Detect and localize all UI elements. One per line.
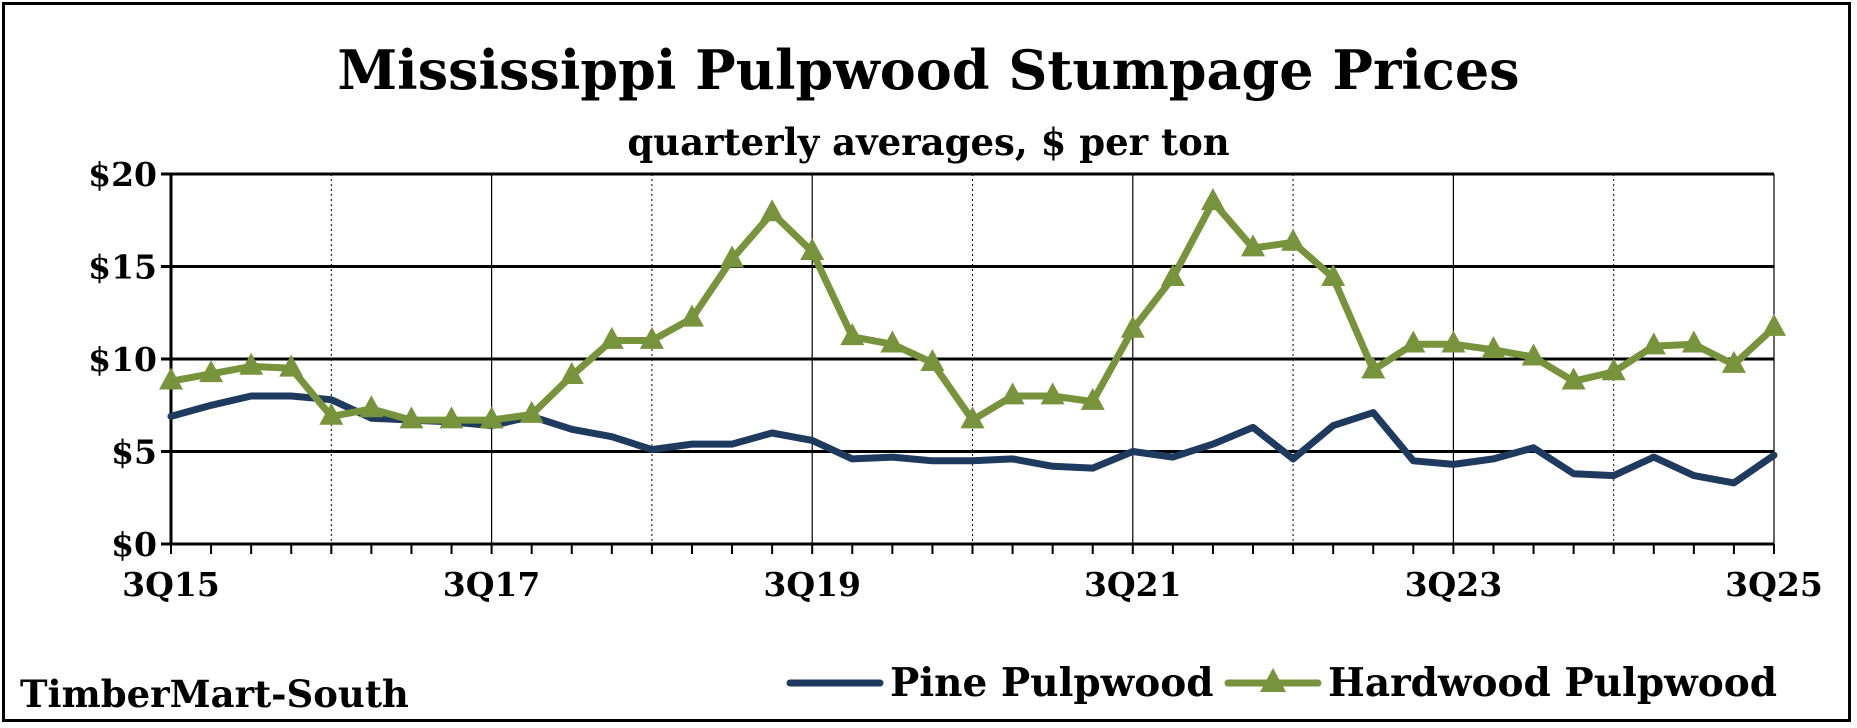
hardwood-pulpwood-point <box>880 330 905 353</box>
hardwood-pulpwood-point <box>1681 330 1706 353</box>
x-tick-label: 3Q19 <box>763 565 861 604</box>
hardwood-pulpwood-point <box>359 395 384 418</box>
hardwood-pulpwood-point <box>1080 387 1105 410</box>
hardwood-pulpwood-point <box>639 326 664 349</box>
hardwood-pulpwood-point <box>319 402 344 425</box>
x-tick-label: 3Q17 <box>443 565 541 604</box>
hardwood-pulpwood-point <box>439 406 464 429</box>
hardwood-pulpwood-point <box>720 245 745 268</box>
x-tick-label: 3Q25 <box>1725 565 1823 604</box>
hardwood-pulpwood-point <box>1281 228 1306 251</box>
hardwood-pulpwood-point <box>519 400 544 423</box>
hardwood-pulpwood-point <box>920 349 945 372</box>
hardwood-pulpwood-point <box>1000 382 1025 405</box>
hardwood-pulpwood-point <box>1040 382 1065 405</box>
hardwood-pulpwood-point <box>599 326 624 349</box>
hardwood-pulpwood-point <box>1721 350 1746 373</box>
hardwood-pulpwood-point <box>800 238 825 261</box>
hardwood-pulpwood-point <box>199 360 224 383</box>
hardwood-pulpwood-point <box>159 367 183 390</box>
hardwood-pulpwood-point <box>1241 234 1266 257</box>
hardwood-pulpwood-point <box>559 362 584 385</box>
hardwood-pulpwood-point <box>679 304 704 327</box>
y-tick-label: $15 <box>88 248 157 287</box>
x-tick-label: 3Q21 <box>1084 565 1182 604</box>
y-tick-label: $20 <box>88 155 157 194</box>
chart-subtitle: quarterly averages, $ per ton <box>627 120 1230 164</box>
hardwood-pulpwood-point <box>1641 332 1666 355</box>
legend-label-pine-pulpwood: Pine Pulpwood <box>890 660 1214 706</box>
source-label: TimberMart-South <box>20 672 409 716</box>
hardwood-pulpwood-point <box>1401 330 1426 353</box>
hardwood-pulpwood-point <box>399 406 424 429</box>
hardwood-pulpwood-point <box>1200 188 1225 211</box>
legend-marker-hardwood-pulpwood <box>1260 668 1286 692</box>
legend-label-hardwood-pulpwood: Hardwood Pulpwood <box>1328 660 1777 706</box>
hardwood-pulpwood-point <box>279 354 304 377</box>
hardwood-pulpwood-point <box>1120 315 1145 338</box>
hardwood-pulpwood-point <box>1361 356 1386 379</box>
axis-layer: $0 $5 $10 $15 $20 3Q15 3Q17 3Q19 3Q21 3Q23 3Q25 <box>88 155 1823 604</box>
hardwood-pulpwood-point <box>1441 330 1466 353</box>
y-tick-label: $0 <box>111 525 157 564</box>
hardwood-pulpwood-point <box>1762 313 1786 336</box>
chart-title: Mississippi Pulpwood Stumpage Prices <box>337 38 1520 102</box>
hardwood-pulpwood-point <box>479 406 504 429</box>
y-tick-label: $10 <box>88 340 157 379</box>
hardwood-pulpwood-point <box>1321 263 1346 286</box>
hardwood-pulpwood-point <box>960 406 985 429</box>
hardwood-pulpwood-point <box>1481 336 1506 359</box>
x-tick-label: 3Q15 <box>122 565 220 604</box>
x-tick-label: 3Q23 <box>1405 565 1503 604</box>
hardwood-pulpwood-point <box>760 199 785 222</box>
legend: Pine Pulpwood Hardwood Pulpwood <box>786 660 1777 706</box>
hardwood-pulpwood-point <box>239 352 264 375</box>
hardwood-pulpwood-point <box>1160 263 1185 286</box>
hardwood-pulpwood-point <box>840 323 865 346</box>
hardwood-pulpwood-point <box>1561 367 1586 390</box>
y-tick-label: $5 <box>111 433 157 472</box>
hardwood-pulpwood-point <box>1521 343 1546 366</box>
hardwood-pulpwood-point <box>1601 358 1626 381</box>
series-layer <box>159 188 1786 487</box>
